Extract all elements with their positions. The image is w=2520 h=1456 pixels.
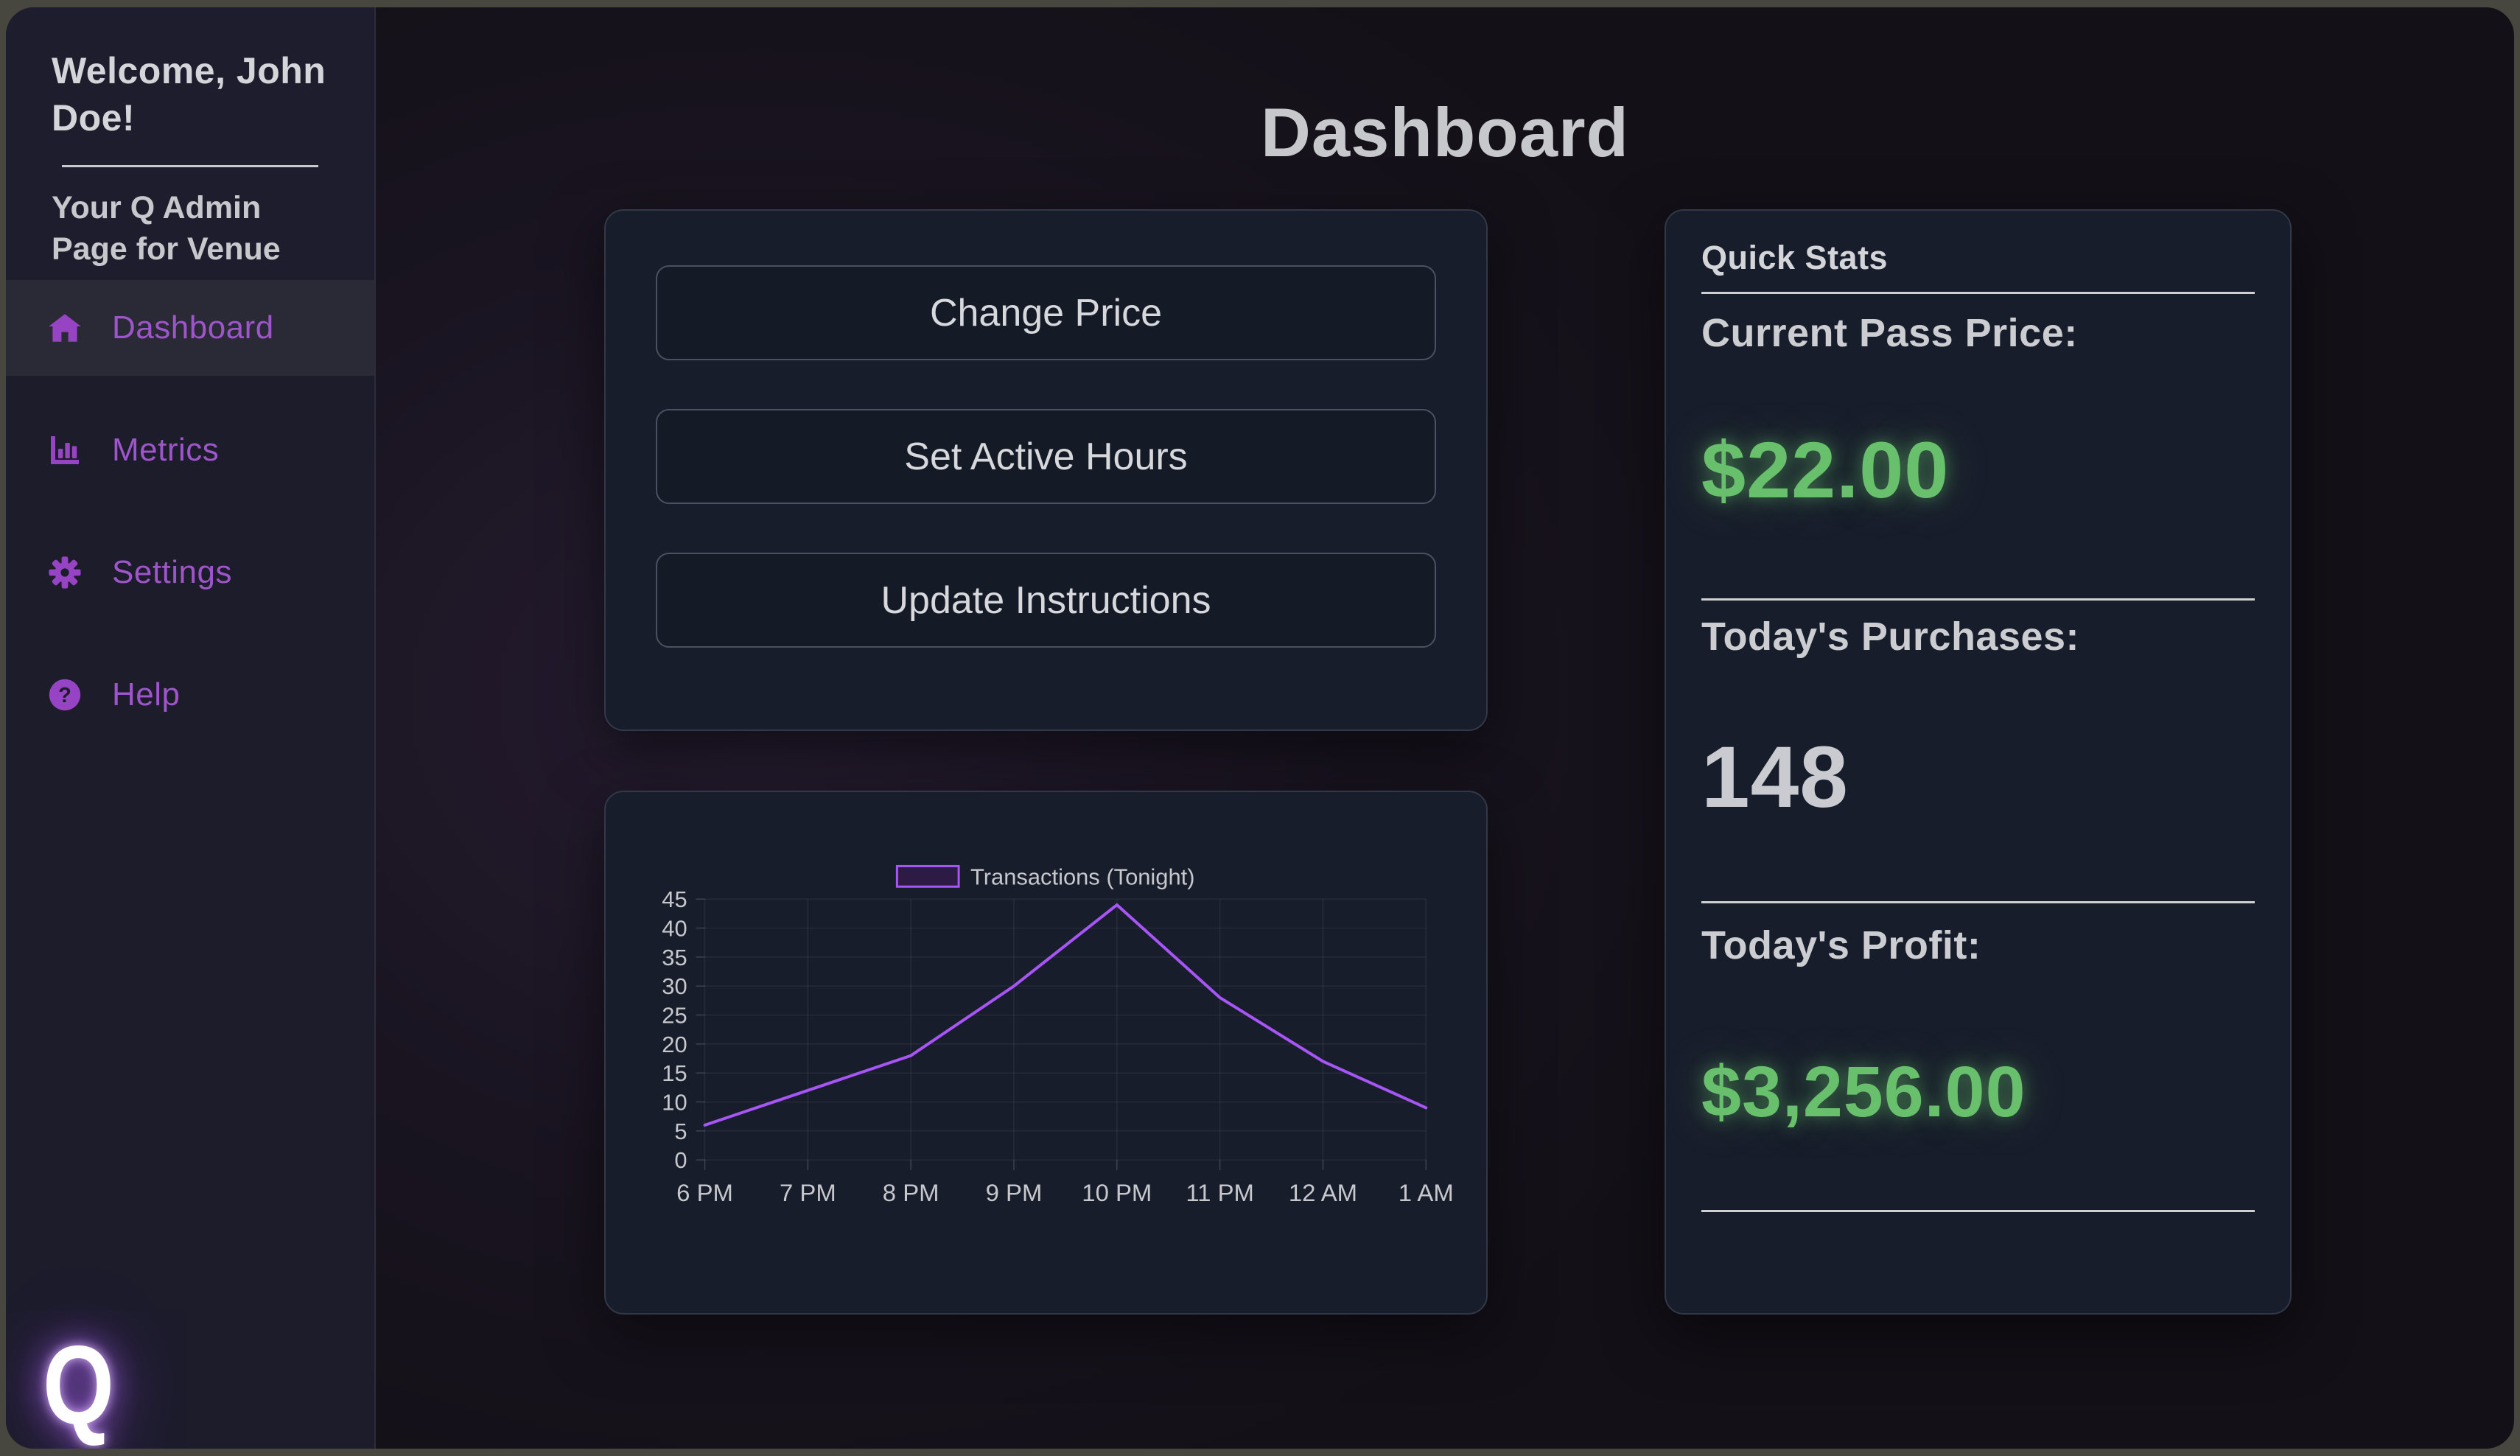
- chart-x-tick-label: 6 PM: [676, 1179, 733, 1206]
- chart-x-tick-label: 11 PM: [1186, 1179, 1254, 1206]
- actions-card: Change Price Set Active Hours Update Ins…: [604, 209, 1488, 731]
- chart-x-tick-label: 12 AM: [1289, 1179, 1357, 1206]
- page-title: Dashboard: [1261, 94, 1629, 171]
- stats-divider: [1701, 598, 2255, 601]
- chart-y-tick-label: 15: [662, 1060, 687, 1086]
- chart-y-tick-label: 35: [662, 945, 687, 970]
- sidebar-header: Welcome, John Doe! Your Q Admin Page for…: [6, 7, 374, 280]
- quick-stats-title: Quick Stats: [1701, 239, 1889, 276]
- set-active-hours-button[interactable]: Set Active Hours: [656, 409, 1436, 504]
- chart-x-tick-label: 1 AM: [1399, 1179, 1454, 1206]
- chart-y-tick-label: 5: [674, 1119, 687, 1144]
- sidebar-item-label: Dashboard: [112, 309, 274, 346]
- home-icon: [47, 310, 83, 346]
- chart-y-tick-label: 25: [662, 1002, 687, 1028]
- stats-divider: [1701, 1210, 2255, 1212]
- sidebar-item-help[interactable]: ? Help: [6, 647, 374, 743]
- chart-y-tick-label: 0: [674, 1147, 687, 1173]
- sidebar-item-settings[interactable]: Settings: [6, 525, 374, 620]
- stat-value-pass-price: $22.00: [1701, 425, 1950, 514]
- app-window: Welcome, John Doe! Your Q Admin Page for…: [6, 7, 2514, 1449]
- sidebar: Welcome, John Doe! Your Q Admin Page for…: [6, 7, 376, 1449]
- chart-line-series: [703, 903, 1428, 1127]
- sidebar-item-dashboard[interactable]: Dashboard: [6, 280, 374, 376]
- update-instructions-button[interactable]: Update Instructions: [656, 553, 1436, 648]
- chart-legend-label: Transactions (Tonight): [970, 864, 1195, 889]
- stat-value-purchases: 148: [1701, 729, 1849, 826]
- sidebar-subtitle: Your Q Admin Page for Venue: [52, 190, 281, 267]
- sidebar-item-label: Settings: [112, 554, 232, 590]
- stat-label-profit: Today's Profit:: [1701, 923, 1981, 967]
- sidebar-item-metrics[interactable]: Metrics: [6, 402, 374, 498]
- chart-legend: Transactions (Tonight): [895, 864, 1195, 889]
- welcome-title: Welcome, John Doe!: [52, 50, 326, 139]
- chart-y-tick-label: 40: [662, 915, 687, 941]
- sidebar-item-label: Metrics: [112, 432, 220, 468]
- stats-divider: [1701, 292, 2255, 294]
- stat-label-purchases: Today's Purchases:: [1701, 615, 2080, 659]
- main-content: Dashboard Change Price Set Active Hours …: [376, 7, 2514, 1449]
- svg-text:?: ?: [58, 684, 71, 707]
- chart-legend-swatch: [895, 864, 960, 888]
- gear-icon: [47, 555, 83, 590]
- chart-x-tick-label: 9 PM: [986, 1179, 1043, 1206]
- q-logo: Q: [43, 1323, 114, 1448]
- help-circle-icon: ?: [47, 677, 83, 713]
- chart-x-tick-label: 8 PM: [883, 1179, 939, 1206]
- quick-stats-card: Quick Stats Current Pass Price: $22.00 T…: [1665, 209, 2292, 1315]
- change-price-button[interactable]: Change Price: [656, 265, 1436, 360]
- chart-y-tick-label: 45: [662, 886, 687, 912]
- chart-x-tick-label: 7 PM: [780, 1179, 836, 1206]
- transactions-chart: 0 5 10 15 20 25 30 35 40 45 6 PM 7 PM 8 PM 9 PM 10 PM 1…: [662, 864, 1454, 1206]
- stats-divider: [1701, 901, 2255, 903]
- bar-chart-icon: [47, 433, 83, 468]
- chart-y-tick-label: 10: [662, 1089, 687, 1115]
- sidebar-header-divider: [62, 165, 318, 167]
- chart-y-tick-label: 30: [662, 973, 687, 999]
- transactions-chart-card: 0 5 10 15 20 25 30 35 40 45 6 PM 7 PM 8 PM 9 PM 10 PM 1…: [604, 791, 1488, 1315]
- sidebar-item-label: Help: [112, 676, 181, 713]
- chart-x-tick-label: 10 PM: [1082, 1179, 1152, 1206]
- sidebar-nav: Dashboard Metrics: [6, 280, 374, 743]
- chart-y-tick-label: 20: [662, 1032, 687, 1057]
- stat-label-pass-price: Current Pass Price:: [1701, 311, 2078, 355]
- stat-value-profit: $3,256.00: [1701, 1051, 2026, 1132]
